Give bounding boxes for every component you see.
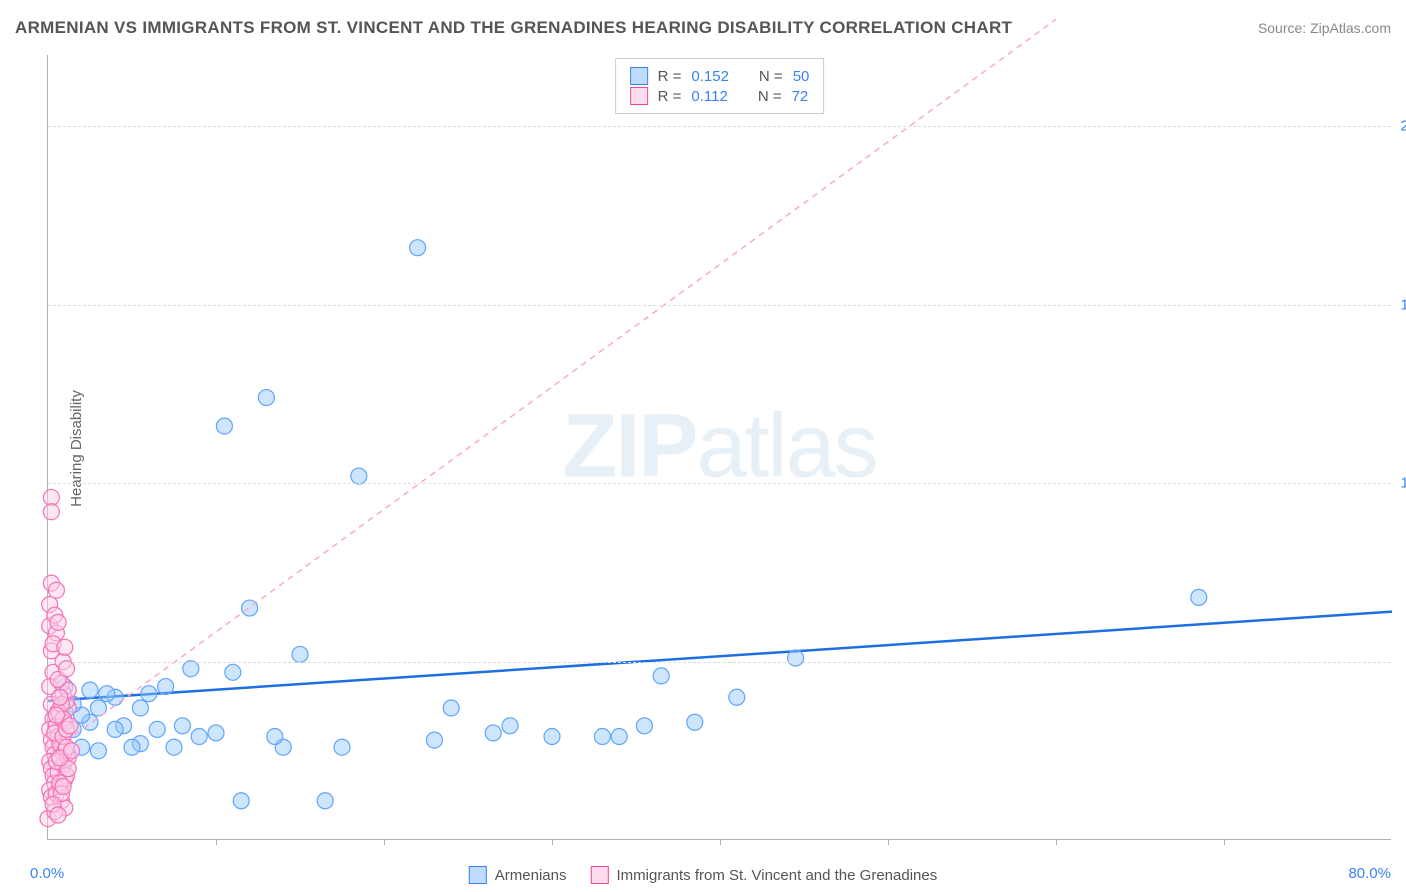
data-point (233, 793, 249, 809)
data-point (594, 729, 610, 745)
data-point (544, 729, 560, 745)
x-tick (1056, 839, 1057, 845)
data-point (52, 689, 68, 705)
data-point (729, 689, 745, 705)
data-point (55, 778, 71, 794)
data-point (191, 729, 207, 745)
data-point (124, 739, 140, 755)
r-value: 0.152 (691, 68, 729, 85)
n-value: 72 (792, 88, 809, 105)
n-label: N = (759, 68, 783, 85)
x-tick (216, 839, 217, 845)
x-tick (384, 839, 385, 845)
data-point (183, 661, 199, 677)
data-point (653, 668, 669, 684)
legend-item: Armenians (469, 866, 567, 884)
legend-label: Immigrants from St. Vincent and the Gren… (616, 867, 937, 884)
x-tick (552, 839, 553, 845)
data-point (502, 718, 518, 734)
gridline (48, 483, 1391, 484)
data-point (82, 682, 98, 698)
n-value: 50 (793, 68, 810, 85)
legend-item: Immigrants from St. Vincent and the Gren… (590, 866, 937, 884)
gridline (48, 305, 1391, 306)
data-point (636, 718, 652, 734)
x-tick (888, 839, 889, 845)
y-tick-label: 10.0% (1400, 475, 1406, 492)
data-point (43, 504, 59, 520)
data-point (687, 714, 703, 730)
x-tick (1224, 839, 1225, 845)
data-point (50, 614, 66, 630)
data-point (107, 721, 123, 737)
x-tick (720, 839, 721, 845)
data-point (443, 700, 459, 716)
r-value: 0.112 (691, 88, 727, 105)
legend-swatch (630, 67, 648, 85)
data-point (149, 721, 165, 737)
data-point (426, 732, 442, 748)
data-point (410, 240, 426, 256)
data-point (351, 468, 367, 484)
data-point (216, 418, 232, 434)
data-point (57, 639, 73, 655)
data-point (1191, 589, 1207, 605)
data-point (166, 739, 182, 755)
data-point (64, 743, 80, 759)
data-point (132, 700, 148, 716)
data-point (58, 661, 74, 677)
legend-correlation: R = 0.152 N = 50 R = 0.112 N = 72 (615, 58, 825, 114)
data-point (225, 664, 241, 680)
plot-area: ZIPatlas R =0.152N =50R =0.112N =72 5.0%… (47, 55, 1391, 840)
data-point (267, 729, 283, 745)
data-point (174, 718, 190, 734)
data-point (141, 686, 157, 702)
r-label: R = (658, 68, 682, 85)
data-point (90, 743, 106, 759)
data-point (48, 707, 64, 723)
y-tick-label: 20.0% (1400, 118, 1406, 135)
source-label: Source: ZipAtlas.com (1258, 20, 1391, 36)
legend-swatch (630, 87, 648, 105)
data-point (611, 729, 627, 745)
gridline (48, 126, 1391, 127)
data-point (258, 390, 274, 406)
data-point (99, 686, 115, 702)
legend-row: R = 0.152 N = 50 (630, 67, 810, 85)
y-tick-label: 15.0% (1400, 296, 1406, 313)
data-point (48, 582, 64, 598)
data-point (50, 807, 66, 823)
trend-line (48, 612, 1392, 701)
gridline (48, 662, 1391, 663)
legend-series: Armenians Immigrants from St. Vincent and… (469, 866, 937, 884)
data-point (62, 718, 78, 734)
data-point (208, 725, 224, 741)
data-point (485, 725, 501, 741)
legend-label: Armenians (495, 867, 567, 884)
x-origin-label: 0.0% (30, 865, 64, 882)
chart-title: ARMENIAN VS IMMIGRANTS FROM ST. VINCENT … (15, 18, 1012, 38)
data-point (292, 646, 308, 662)
data-point (158, 679, 174, 695)
n-label: N = (758, 88, 782, 105)
legend-row: R = 0.112 N = 72 (630, 87, 810, 105)
data-point (334, 739, 350, 755)
legend-swatch (590, 866, 608, 884)
x-max-label: 80.0% (1348, 865, 1391, 882)
legend-swatch (469, 866, 487, 884)
title-bar: ARMENIAN VS IMMIGRANTS FROM ST. VINCENT … (15, 18, 1391, 38)
data-point (317, 793, 333, 809)
data-point (788, 650, 804, 666)
r-label: R = (658, 88, 682, 105)
data-point (43, 489, 59, 505)
chart-svg (48, 55, 1391, 839)
